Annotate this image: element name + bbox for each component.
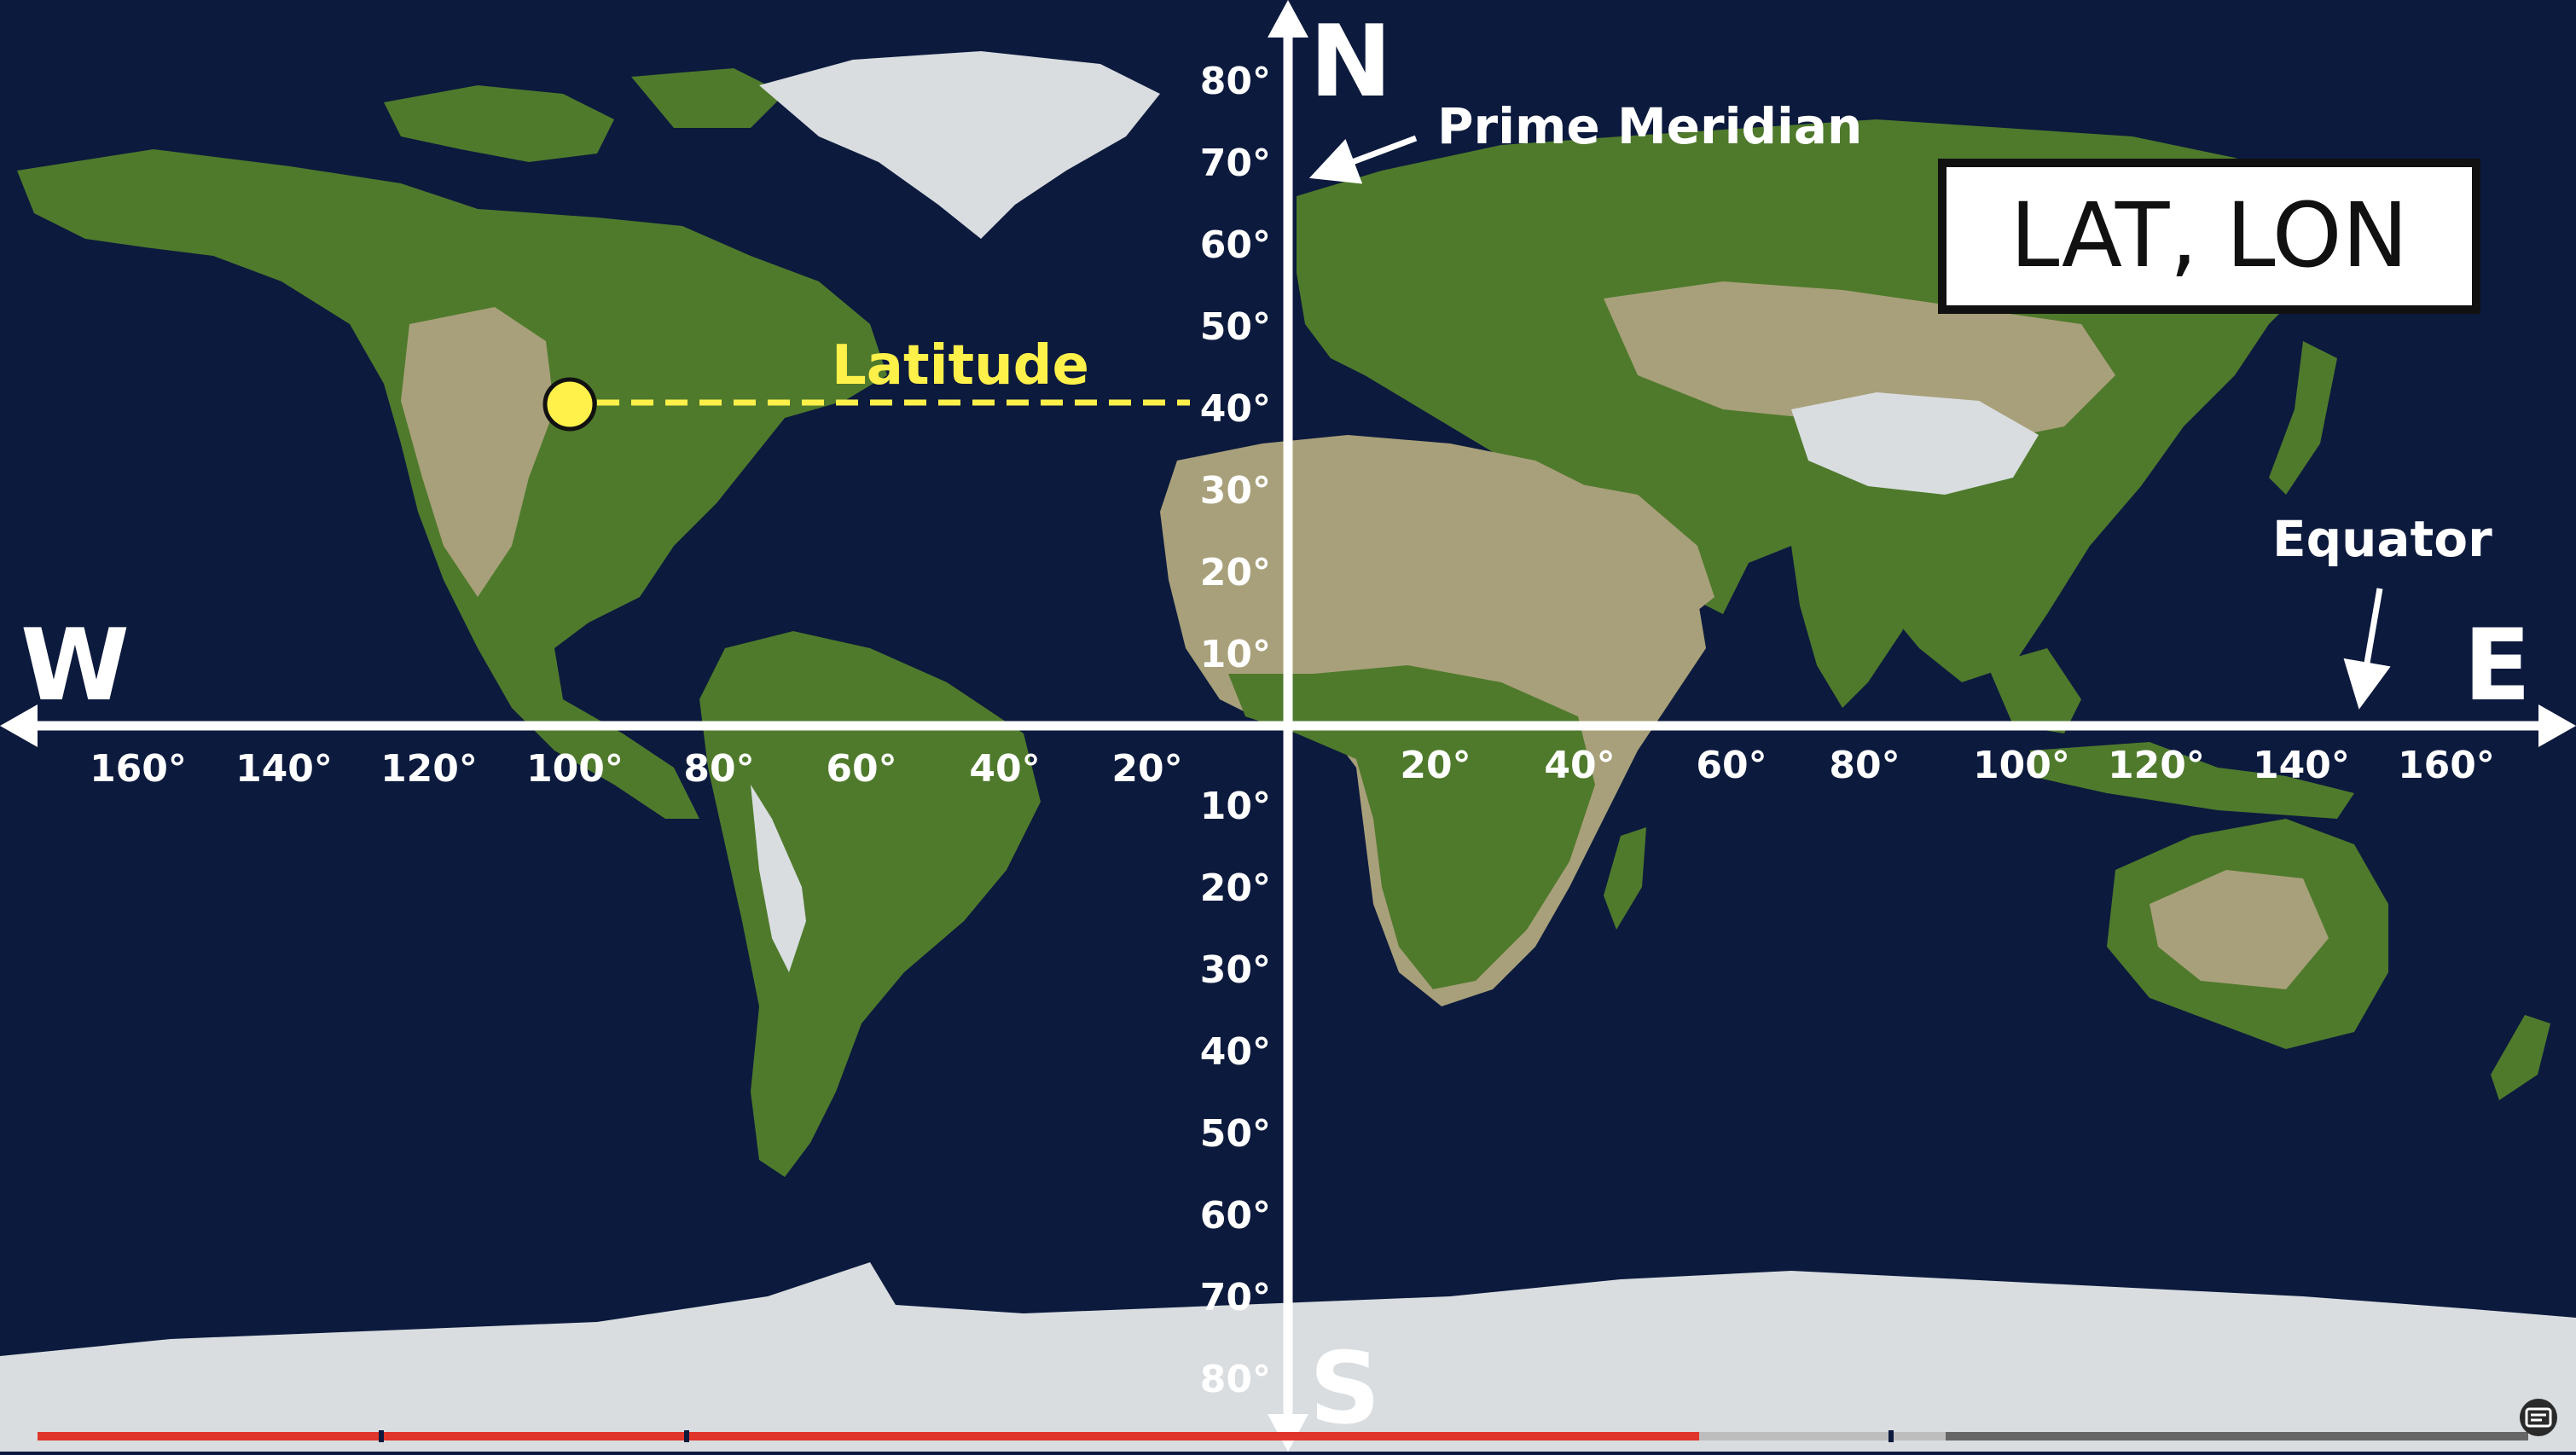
lon-label-e140: 140° xyxy=(2253,744,2350,787)
central-asia-desert xyxy=(1604,281,2115,443)
lon-label-e80: 80° xyxy=(1829,744,1900,787)
prime-meridian-pointer xyxy=(1308,135,1418,184)
lon-label-e60: 60° xyxy=(1696,744,1767,787)
lon-label-e120: 120° xyxy=(2108,744,2205,787)
southeast-asia xyxy=(1987,648,2081,733)
lat-label-s30: 30° xyxy=(1200,948,1271,992)
lat-label-s40: 40° xyxy=(1200,1030,1271,1074)
arabia xyxy=(1544,478,1714,631)
lon-label-w40: 40° xyxy=(969,747,1040,791)
africa-green xyxy=(1228,665,1595,989)
madagascar xyxy=(1604,827,1646,930)
location-marker xyxy=(542,377,597,432)
lon-label-w20: 20° xyxy=(1111,747,1182,791)
lon-label-e160: 160° xyxy=(2398,744,2495,787)
lat-lon-card-title: LAT, LON xyxy=(2010,183,2409,287)
south-america xyxy=(699,631,1041,1177)
lat-label-n60: 60° xyxy=(1200,223,1271,267)
scandinavia xyxy=(1373,154,1527,281)
lon-label-w60: 60° xyxy=(826,747,896,791)
prime-meridian-arrow-north xyxy=(1268,0,1308,38)
lat-label-n50: 50° xyxy=(1200,305,1271,349)
east-longitude-labels: 20° 40° 60° 80° 100° 120° 140° 160° xyxy=(1400,744,2495,787)
east-label: E xyxy=(2463,608,2531,723)
equator-arrow-west xyxy=(0,704,38,747)
lon-label-w80: 80° xyxy=(683,747,754,791)
lat-label-s80: 80° xyxy=(1200,1358,1271,1401)
latitude-label: Latitude xyxy=(832,334,1089,397)
prime-meridian-label: Prime Meridian xyxy=(1437,97,1862,155)
arctic-island-2 xyxy=(631,68,785,128)
tibet xyxy=(1791,392,2039,495)
andes xyxy=(751,785,806,972)
japan xyxy=(2269,341,2337,495)
video-progress-bar[interactable] xyxy=(38,1430,2528,1442)
south-label: S xyxy=(1309,1331,1381,1446)
north-america-desert xyxy=(401,307,554,597)
lat-label-s70: 70° xyxy=(1200,1276,1271,1319)
lat-label-n40: 40° xyxy=(1200,387,1271,431)
lat-label-s20: 20° xyxy=(1200,867,1271,910)
lon-label-e40: 40° xyxy=(1544,744,1615,787)
lat-label-n70: 70° xyxy=(1200,142,1271,185)
arctic-islands xyxy=(384,85,614,162)
west-label: W xyxy=(20,608,130,723)
lat-lon-card: LAT, LON xyxy=(1938,159,2480,314)
west-longitude-labels: 160° 140° 120° 100° 80° 60° 40° 20° xyxy=(90,747,1183,791)
india xyxy=(1791,529,1928,708)
equator-label: Equator xyxy=(2272,510,2492,568)
new-zealand xyxy=(2491,1015,2550,1100)
south-latitude-labels: 10° 20° 30° 40° 50° 60° 70° 80° xyxy=(1200,785,1271,1401)
lon-label-w140: 140° xyxy=(235,747,333,791)
chapter-gap xyxy=(379,1430,384,1442)
chapter-gap xyxy=(684,1430,689,1442)
progress-played xyxy=(38,1432,1699,1441)
lat-label-n20: 20° xyxy=(1200,551,1271,594)
lon-label-w100: 100° xyxy=(526,747,624,791)
lon-label-e100: 100° xyxy=(1973,744,2070,787)
equator-arrow-east xyxy=(2538,704,2576,747)
greenland xyxy=(759,51,1160,239)
lat-label-n30: 30° xyxy=(1200,469,1271,513)
lon-label-e20: 20° xyxy=(1400,744,1471,787)
lat-label-n10: 10° xyxy=(1200,633,1271,676)
indonesia xyxy=(2030,742,2354,819)
north-latitude-labels: 80° 70° 60° 50° 40° 30° 20° 10° xyxy=(1200,60,1271,676)
lat-label-s50: 50° xyxy=(1200,1112,1271,1156)
north-label: N xyxy=(1309,4,1392,119)
lat-label-s60: 60° xyxy=(1200,1194,1271,1238)
lon-label-w160: 160° xyxy=(90,747,187,791)
equator-pointer xyxy=(2343,588,2391,710)
lon-label-w120: 120° xyxy=(380,747,478,791)
lat-label-n80: 80° xyxy=(1200,60,1271,103)
lat-label-s10: 10° xyxy=(1200,785,1271,828)
chapter-gap xyxy=(1888,1430,1894,1442)
australia-desert xyxy=(2150,870,2329,989)
subtitles-icon[interactable] xyxy=(2520,1399,2557,1436)
